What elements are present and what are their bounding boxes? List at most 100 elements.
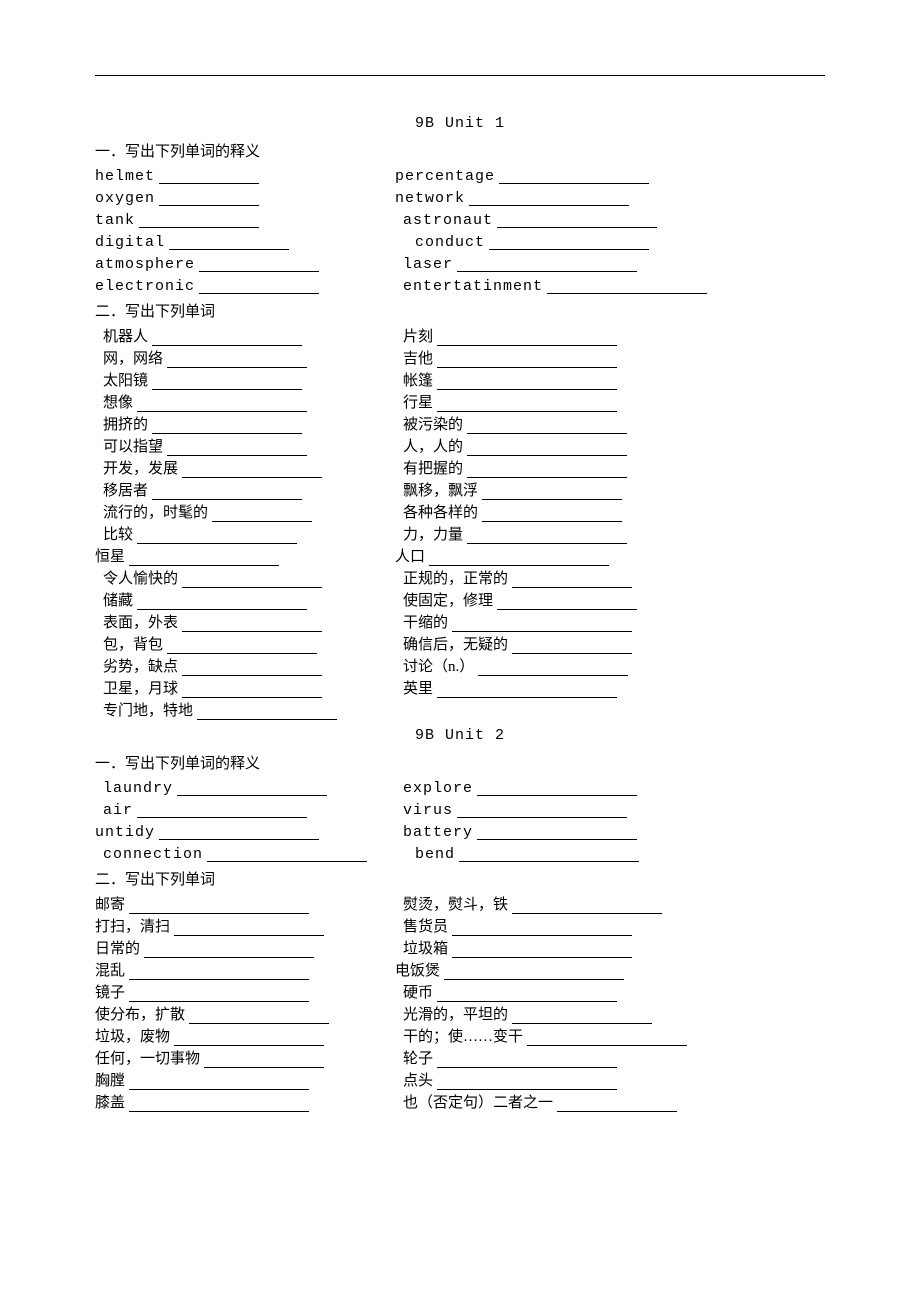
blank-line	[182, 660, 322, 676]
unit2-section1-right-col: explore virus battery bend	[395, 778, 825, 866]
unit1-title: 9B Unit 1	[95, 115, 825, 132]
field-row: 恒星	[95, 546, 395, 568]
label: 移居者	[103, 483, 148, 499]
label: 被污染的	[403, 417, 463, 433]
label: 可以指望	[103, 439, 163, 455]
blank-line	[129, 964, 309, 980]
field-row: connection	[95, 844, 395, 866]
blank-line	[159, 190, 259, 206]
label: 邮寄	[95, 897, 125, 913]
label: 混乱	[95, 963, 125, 979]
field-row: battery	[395, 822, 825, 844]
blank-line	[478, 660, 628, 676]
unit1-section1-heading: 一．写出下列单词的释义	[95, 140, 825, 161]
field-row: 流行的，时髦的	[95, 502, 395, 524]
label: 太阳镜	[103, 373, 148, 389]
label: tank	[95, 212, 135, 229]
field-row: 讨论（n.）	[395, 656, 825, 678]
unit1-section1-left-col: helmet oxygen tank digital atmosphere el…	[95, 166, 395, 298]
blank-line	[177, 780, 327, 796]
unit1-section2-right-col: 片刻 吉他 帐篷 行星 被污染的 人，人的 有把握的 飘移，飘浮 各种各样的 力…	[395, 326, 825, 722]
unit1-section2-heading: 二．写出下列单词	[95, 300, 825, 321]
field-row: 片刻	[395, 326, 825, 348]
blank-line	[137, 802, 307, 818]
blank-line	[512, 572, 632, 588]
label: 比较	[103, 527, 133, 543]
blank-line	[459, 846, 639, 862]
label: 使分布，扩散	[95, 1007, 185, 1023]
blank-line	[199, 278, 319, 294]
field-row: 劣势，缺点	[95, 656, 395, 678]
blank-line	[467, 418, 627, 434]
label: 劣势，缺点	[103, 659, 178, 675]
blank-line	[477, 780, 637, 796]
blank-line	[129, 1096, 309, 1112]
label: 网，网络	[103, 351, 163, 367]
field-row: electronic	[95, 276, 395, 298]
label: 表面，外表	[103, 615, 178, 631]
field-row: 专门地，特地	[95, 700, 395, 722]
blank-line	[207, 846, 367, 862]
blank-line	[167, 352, 307, 368]
blank-line	[429, 550, 609, 566]
blank-line	[137, 594, 307, 610]
blank-line	[437, 1074, 617, 1090]
field-row: network	[395, 188, 825, 210]
label: electronic	[95, 278, 195, 295]
label: 任何，一切事物	[95, 1051, 200, 1067]
field-row: explore	[395, 778, 825, 800]
label: 轮子	[403, 1051, 433, 1067]
blank-line	[497, 594, 637, 610]
label: 胸膛	[95, 1073, 125, 1089]
blank-line	[189, 1008, 329, 1024]
blank-line	[437, 374, 617, 390]
blank-line	[152, 330, 302, 346]
field-row: 被污染的	[395, 414, 825, 436]
blank-line	[152, 418, 302, 434]
field-row: 人，人的	[395, 436, 825, 458]
unit1-section1-right-col: percentage network astronaut conduct las…	[395, 166, 825, 298]
blank-line	[437, 1052, 617, 1068]
field-row: untidy	[95, 822, 395, 844]
blank-line	[452, 616, 632, 632]
unit2-section1-heading: 一．写出下列单词的释义	[95, 752, 825, 773]
label: 垃圾箱	[403, 941, 448, 957]
blank-line	[467, 528, 627, 544]
field-row: 表面，外表	[95, 612, 395, 634]
unit1-section2-columns: 机器人 网，网络 太阳镜 想像 拥挤的 可以指望 开发，发展 移居者 流行的，时…	[95, 326, 825, 722]
unit1-section2-left-col: 机器人 网，网络 太阳镜 想像 拥挤的 可以指望 开发，发展 移居者 流行的，时…	[95, 326, 395, 722]
field-row: atmosphere	[95, 254, 395, 276]
field-row: 点头	[395, 1070, 825, 1092]
blank-line	[174, 920, 324, 936]
label: 吉他	[403, 351, 433, 367]
blank-line	[437, 396, 617, 412]
field-row: 力，力量	[395, 524, 825, 546]
blank-line	[137, 396, 307, 412]
unit2-section2-heading: 二．写出下列单词	[95, 868, 825, 889]
label: oxygen	[95, 190, 155, 207]
field-row: 有把握的	[395, 458, 825, 480]
blank-line	[482, 484, 622, 500]
field-row: 吉他	[395, 348, 825, 370]
label: astronaut	[403, 212, 493, 229]
label: 也（否定句）二者之一	[403, 1095, 553, 1111]
field-row: laser	[395, 254, 825, 276]
blank-line	[477, 824, 637, 840]
blank-line	[457, 256, 637, 272]
field-row: conduct	[395, 232, 825, 254]
label: conduct	[415, 234, 485, 251]
label: laser	[403, 256, 453, 273]
blank-line	[467, 462, 627, 478]
blank-line	[444, 964, 624, 980]
blank-line	[437, 352, 617, 368]
label: 片刻	[403, 329, 433, 345]
blank-line	[547, 278, 707, 294]
field-row: 硬币	[395, 982, 825, 1004]
blank-line	[499, 168, 649, 184]
label: explore	[403, 780, 473, 797]
label: 储藏	[103, 593, 133, 609]
label: 卫星，月球	[103, 681, 178, 697]
field-row: 可以指望	[95, 436, 395, 458]
field-row: 移居者	[95, 480, 395, 502]
field-row: 令人愉快的	[95, 568, 395, 590]
